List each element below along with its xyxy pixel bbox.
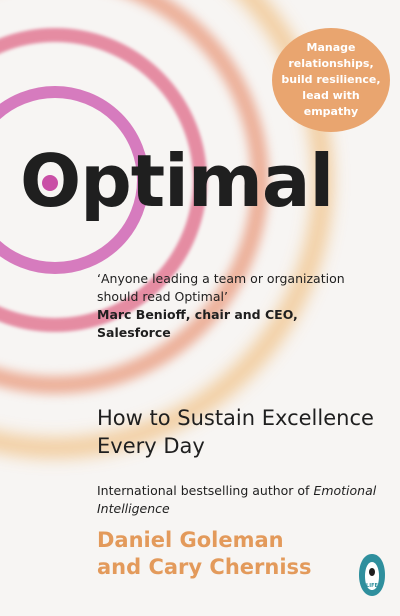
title-first-letter: O (20, 138, 81, 224)
quote-attribution: Marc Benioff, chair and CEO, Salesforce (97, 307, 298, 340)
author-names: Daniel Goleman and Cary Cherniss (97, 527, 377, 581)
publisher-label: LIFE (366, 583, 378, 589)
author-byline: International bestselling author of Emot… (97, 482, 387, 518)
title-dot-icon (42, 175, 59, 191)
byline-prefix: International bestselling author of (97, 483, 314, 498)
title-rest: ptimal (80, 139, 334, 223)
penguin-icon: LIFE (359, 554, 385, 596)
quote-text: ‘Anyone leading a team or organization s… (97, 271, 345, 304)
ring-inner (0, 86, 149, 274)
ring-third (0, 0, 269, 394)
ring-outer (0, 0, 333, 458)
book-title: Optimal (20, 138, 334, 224)
endorsement-quote: ‘Anyone leading a team or organization s… (97, 270, 352, 342)
ring-second (0, 28, 207, 332)
author-line-1: Daniel Goleman (97, 528, 284, 552)
author-line-2: and Cary Cherniss (97, 555, 312, 579)
book-subtitle: How to Sustain Excellence Every Day (97, 406, 374, 458)
byline-book-title: Emotional Intelligence (97, 483, 377, 516)
tagline-badge: Manage relationships, build resilience, … (272, 28, 390, 132)
